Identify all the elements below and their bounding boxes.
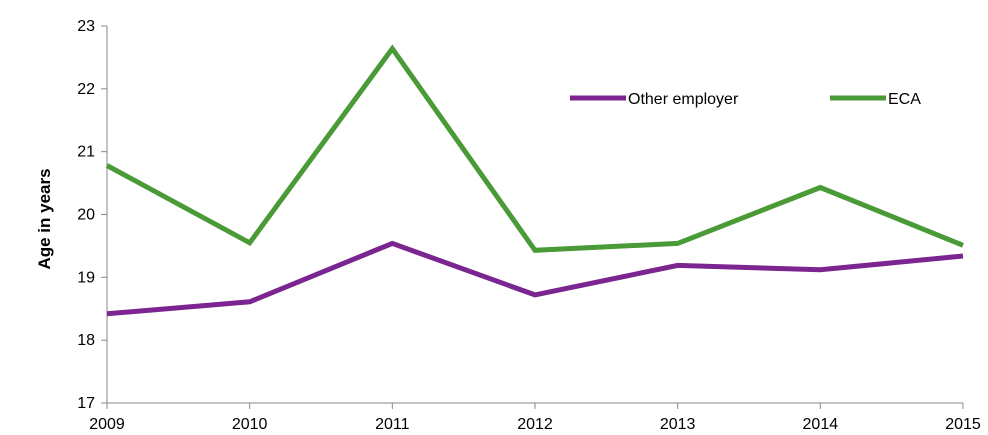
x-tick-label: 2009 <box>89 416 125 433</box>
legend-label-eca: ECA <box>888 91 921 108</box>
x-tick-label: 2010 <box>232 416 268 433</box>
x-tick-label: 2015 <box>945 416 981 433</box>
y-tick-label: 17 <box>77 395 95 412</box>
series-line-other-employer <box>106 240 964 317</box>
x-tick-label: 2011 <box>375 416 410 433</box>
legend-label-other-employer: Other employer <box>628 91 739 108</box>
y-axis-label: Age in years <box>35 168 54 269</box>
x-tick-label: 2012 <box>517 416 553 433</box>
y-tick-label: 19 <box>77 269 95 286</box>
series-layer <box>105 44 964 317</box>
y-tick-label: 22 <box>77 81 95 98</box>
legend: Other employer ECA <box>570 91 921 108</box>
x-axis: 2009 2010 2011 2012 2013 2014 2015 <box>89 402 981 433</box>
x-tick-label: 2013 <box>660 416 696 433</box>
y-tick-label: 23 <box>77 18 95 35</box>
series-line-eca <box>105 44 964 253</box>
y-tick-label: 21 <box>77 144 95 161</box>
y-tick-label: 18 <box>77 332 95 349</box>
y-tick-label: 20 <box>77 207 95 224</box>
y-axis: 17 18 19 20 21 22 23 <box>77 18 108 412</box>
x-tick-label: 2014 <box>803 416 839 433</box>
